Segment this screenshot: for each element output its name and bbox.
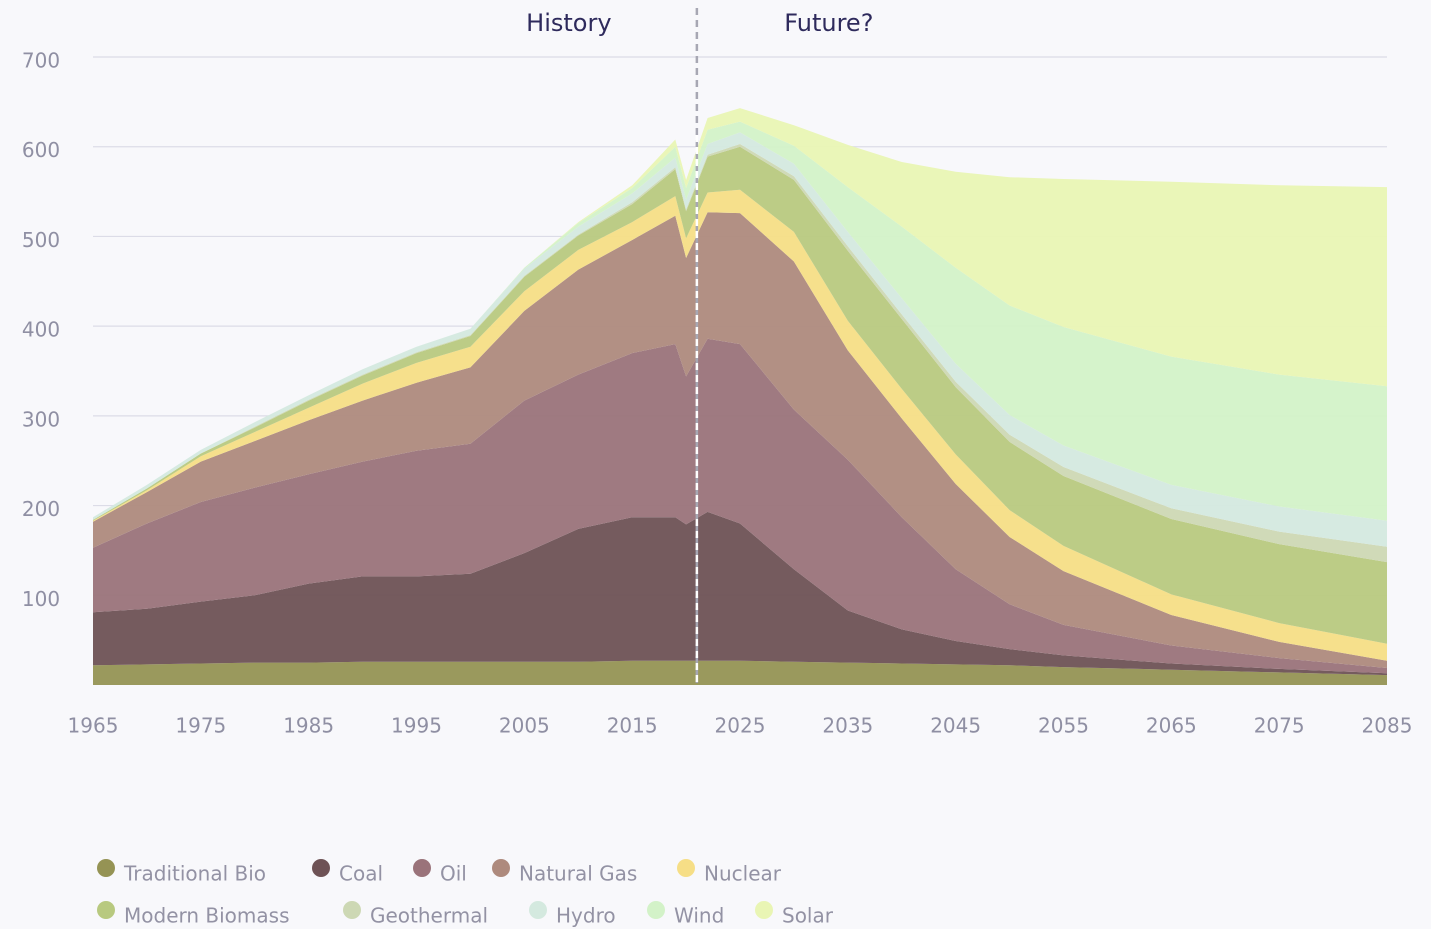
legend-swatch [97, 901, 115, 919]
legend-label: Traditional Bio [123, 862, 266, 886]
y-tick-label: 600 [22, 138, 60, 162]
y-tick-label: 100 [22, 587, 60, 611]
legend-label: Oil [440, 862, 467, 886]
y-tick-label: 400 [22, 318, 60, 342]
area [93, 132, 1387, 547]
area [93, 212, 1387, 668]
legend-swatch [343, 901, 361, 919]
legend-swatch [312, 859, 330, 877]
area [93, 511, 1387, 676]
legend-label: Coal [339, 862, 383, 886]
legend-label: Hydro [556, 904, 616, 928]
legend-label: Solar [782, 904, 834, 928]
legend-swatch [97, 859, 115, 877]
y-tick-label: 700 [22, 49, 60, 73]
y-tick-label: 300 [22, 407, 60, 431]
x-tick-label: 2085 [1362, 714, 1413, 738]
areas [93, 108, 1387, 685]
overlay: History Future? Traditional Bio Coal Oil Natu… [97, 8, 873, 928]
y-tick-label: 500 [22, 228, 60, 252]
legend-swatch [529, 901, 547, 919]
legend-swatch [677, 859, 695, 877]
x-tick-label: 1965 [68, 714, 119, 738]
legend-label: Modern Biomass [124, 904, 290, 928]
legend-label: Natural Gas [519, 862, 637, 886]
x-tick-label: 2045 [930, 714, 981, 738]
legend-label: Nuclear [704, 862, 782, 886]
x-tick-label: 1985 [283, 714, 334, 738]
area [93, 660, 1387, 685]
area [93, 108, 1387, 518]
x-tick-label: 2065 [1146, 714, 1197, 738]
annotation: History [526, 9, 611, 37]
x-tick-label: 2025 [715, 714, 766, 738]
legend-swatch [413, 859, 431, 877]
x-tick-label: 2035 [822, 714, 873, 738]
x-tick-label: 1995 [391, 714, 442, 738]
x-tick-label: 2075 [1254, 714, 1305, 738]
x-tick-label: 1975 [175, 714, 226, 738]
x-tick-label: 2055 [1038, 714, 1089, 738]
legend-swatch [647, 901, 665, 919]
legend-swatch [755, 901, 773, 919]
annotation: Future? [784, 9, 873, 37]
x-tick-label: 2015 [607, 714, 658, 738]
area [93, 121, 1387, 521]
y-tick-label: 200 [22, 497, 60, 521]
legend-label: Wind [674, 904, 724, 928]
x-tick-label: 2005 [499, 714, 550, 738]
legend-swatch [492, 859, 510, 877]
legend-label: Geothermal [370, 904, 488, 928]
area [93, 146, 1387, 644]
area [93, 338, 1387, 674]
